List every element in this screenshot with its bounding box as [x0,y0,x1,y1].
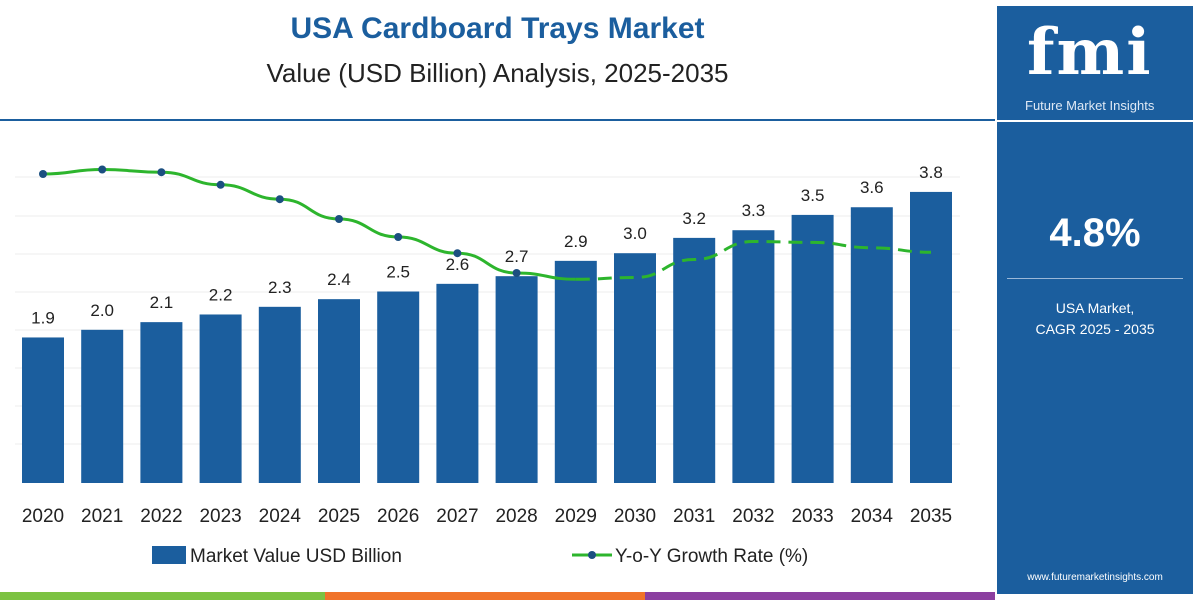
bottom-stripe-green [0,592,325,600]
data-label-2021: 2.0 [90,301,114,320]
x-tick-2034: 2034 [851,506,894,527]
bar-2026 [377,291,420,483]
bar-2030 [614,253,656,483]
x-tick-2023: 2023 [199,506,241,527]
data-label-2024: 2.3 [268,278,292,297]
info-panel: fmi Future Market Insights 4.8% USA Mark… [997,6,1193,594]
bar-2020 [22,337,64,483]
chart: 1.9 2020 2.0 2021 2.1 2022 2.2 2023 2.3 2024 2.4 20… [15,163,960,567]
data-label-2030: 3.0 [623,224,647,243]
x-tick-2021: 2021 [81,506,123,527]
data-label-2029: 2.9 [564,232,588,251]
bar-2027 [436,283,479,483]
logo-subtitle: Future Market Insights [1025,98,1155,113]
legend-bar-label: Market Value USD Billion [190,546,402,567]
bar-2035 [910,191,952,484]
data-label-2025: 2.4 [327,270,351,289]
data-label-2023: 2.2 [209,285,233,304]
x-tick-2020: 2020 [22,506,64,527]
cagr-caption: USA Market, CAGR 2025 - 2035 [997,298,1193,340]
growth-point-2022 [157,168,166,177]
data-label-2026: 2.5 [386,263,410,282]
fmi-logo: fmi [1027,15,1153,90]
x-tick-2028: 2028 [495,506,537,527]
data-label-2027: 2.6 [446,255,470,274]
growth-point-2020 [39,170,47,178]
data-label-2034: 3.6 [860,178,884,197]
data-label-2033: 3.5 [801,186,825,205]
divider [1007,278,1183,279]
growth-point-2026 [394,233,403,241]
growth-point-2021 [98,165,107,174]
bar-2029 [554,260,597,483]
x-tick-2035: 2035 [910,506,952,527]
growth-line-dashed [575,239,932,281]
bar-2023 [199,314,242,483]
bar-2033 [791,214,834,483]
divider [997,120,1193,122]
x-tick-2032: 2032 [732,506,774,527]
bar-2032 [732,230,775,483]
cagr-caption-line1: USA Market, [1055,300,1135,316]
bar-2024 [258,306,301,483]
legend-bar-swatch [152,546,186,564]
x-tick-2026: 2026 [377,506,419,527]
data-label-2031: 3.2 [682,209,706,228]
bottom-stripe-orange [325,592,645,600]
x-tick-2033: 2033 [791,506,833,527]
growth-line-solid [42,167,576,281]
bar-2031 [673,237,716,483]
bar-2034 [850,207,893,484]
bottom-stripe-purple [645,592,995,600]
growth-point-2028 [512,269,521,277]
chart-subtitle: Value (USD Billion) Analysis, 2025-2035 [266,58,729,88]
x-tick-2030: 2030 [614,506,656,527]
bar-2022 [140,322,183,483]
bar-2021 [81,329,124,483]
x-tick-2024: 2024 [259,506,302,527]
x-tick-2027: 2027 [436,506,478,527]
growth-point-2025 [335,215,343,223]
data-label-2035: 3.8 [919,163,943,182]
x-tick-2025: 2025 [318,506,360,527]
data-label-2028: 2.7 [505,247,529,266]
cagr-caption-line2: CAGR 2025 - 2035 [1035,321,1155,337]
x-tick-2031: 2031 [673,506,715,527]
legend-line-marker [588,551,596,559]
data-label-2020: 1.9 [31,308,55,327]
growth-point-2024 [275,195,284,204]
data-label-2022: 2.1 [150,293,174,312]
growth-point-2027 [453,249,462,258]
x-tick-2022: 2022 [140,506,182,527]
bar-2025 [318,299,360,483]
data-label-2032: 3.3 [742,201,766,220]
growth-point-2023 [216,180,225,189]
divider [0,119,995,121]
website-url: www.futuremarketinsights.com [1027,572,1163,583]
chart-title: USA Cardboard Trays Market [290,12,705,45]
cagr-value: 4.8% [1049,211,1141,255]
legend-line-label: Y-o-Y Growth Rate (%) [615,546,808,567]
x-tick-2029: 2029 [555,506,597,527]
bar-2028 [495,276,538,483]
